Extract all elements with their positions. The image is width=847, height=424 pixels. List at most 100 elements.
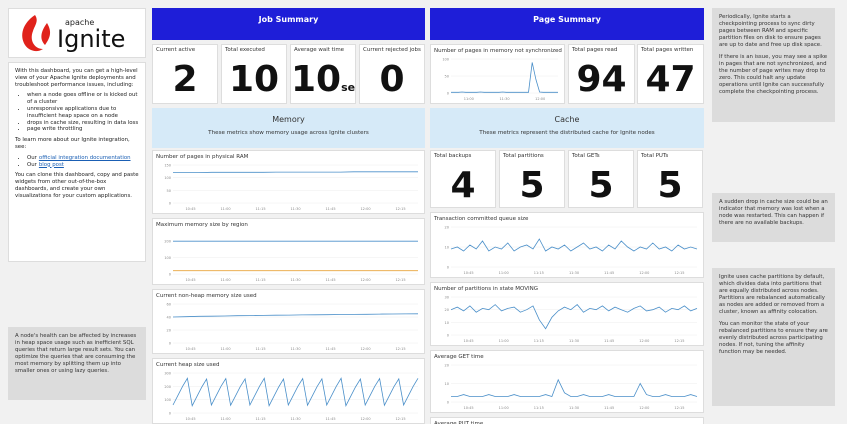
y-tick-label: 30	[445, 296, 449, 300]
y-tick-label: 0	[169, 273, 171, 277]
link[interactable]: official integration documentation	[38, 154, 131, 161]
section-subtitle: These metrics show memory usage across I…	[208, 130, 369, 136]
x-tick-label: 11:45	[325, 347, 335, 351]
intro-item: drops in cache size, resulting in data l…	[27, 120, 139, 127]
y-tick-label: 10	[445, 246, 449, 250]
note: Periodically, Ignite starts a checkpoint…	[712, 8, 835, 122]
note-text: A node's health can be affected by incre…	[15, 333, 137, 374]
chart-title: Number of partitions in state MOVING	[434, 286, 538, 292]
note: A sudden drop in cache size could be an …	[712, 193, 835, 242]
stat-number: 94	[576, 59, 627, 100]
stat-number: 5	[588, 165, 614, 206]
stat-value: 10sec	[291, 59, 355, 100]
x-tick-label: 11:45	[604, 271, 614, 275]
chart-widget: Average GET time 0 10 20 10:45 11:00 11:15 11:3…	[430, 350, 704, 413]
x-tick-label: 11:15	[255, 417, 265, 421]
logo-graphic: apache Ignite	[22, 15, 125, 53]
note-text: You can monitor the state of your rebala…	[719, 321, 828, 355]
stat-tile: Total executed 10	[221, 44, 287, 104]
y-tick-label: 300	[164, 372, 171, 376]
chart: Number of pages in memory not synchroniz…	[434, 48, 562, 101]
x-tick-label: 11:45	[325, 417, 335, 421]
x-tick-label: 10:45	[464, 406, 474, 410]
x-tick-label: 12:00	[360, 417, 370, 421]
link[interactable]: blog post	[38, 161, 64, 168]
y-tick-label: 0	[169, 202, 171, 206]
chart-widget: Current non-heap memory size used 0 20 40 60…	[152, 289, 425, 354]
x-tick-label: 11:00	[499, 406, 509, 410]
line-series	[172, 377, 419, 407]
stat-number: 5	[519, 165, 545, 206]
stat-value: 5	[500, 165, 564, 206]
line-series	[451, 62, 558, 93]
note-text: Periodically, Ignite starts a checkpoint…	[719, 14, 822, 48]
stat-value: 5	[638, 165, 702, 206]
y-tick-label: 100	[164, 176, 171, 180]
x-tick-label: 11:30	[290, 207, 300, 211]
chart-title: Number of pages in memory not synchroniz…	[434, 48, 562, 54]
x-tick-label: 12:00	[360, 207, 370, 211]
stat-number: 10	[228, 59, 280, 100]
stat-label: Current rejected jobs	[363, 47, 421, 53]
logo: apache Ignite	[8, 8, 146, 58]
x-tick-label: 12:00	[535, 97, 545, 101]
x-tick-label: 12:00	[360, 347, 370, 351]
stat-label: Total executed	[225, 47, 265, 53]
section-title: Memory	[272, 115, 305, 124]
stat-label: Total partitions	[503, 153, 544, 159]
line-series	[173, 171, 418, 174]
x-tick-label: 12:15	[395, 417, 405, 421]
note-text: Ignite uses cache partitions by default,…	[719, 274, 825, 315]
chart-title: Transaction committed queue size	[433, 216, 529, 222]
stat-tile: Current rejected jobs 0	[359, 44, 425, 104]
intro-item: when a node goes offline or is kicked ou…	[27, 92, 139, 106]
x-tick-label: 10:45	[185, 207, 195, 211]
x-tick-label: 11:30	[290, 417, 300, 421]
logo-prefix: apache	[65, 18, 94, 27]
x-tick-label: 11:15	[255, 347, 265, 351]
stat-label: Current active	[156, 47, 196, 53]
x-tick-label: 12:00	[639, 271, 649, 275]
x-tick-label: 11:30	[569, 339, 579, 343]
stat-tile: Total partitions 5	[499, 150, 565, 208]
x-tick-label: 11:30	[290, 347, 300, 351]
x-tick-label: 11:15	[255, 278, 265, 282]
y-tick-label: 60	[167, 303, 171, 307]
line-series	[451, 378, 698, 397]
y-tick-label: 0	[447, 334, 449, 338]
x-tick-label: 10:45	[464, 271, 474, 275]
section-header: Job Summary	[152, 8, 425, 40]
stat-label: Total backups	[434, 153, 472, 159]
x-tick-label: 11:45	[325, 207, 335, 211]
chart-widget: Number of pages in memory not synchroniz…	[430, 44, 565, 104]
chart-title: Maximum memory size by region	[156, 222, 248, 228]
section-banner: Cache These metrics represent the distrib…	[430, 108, 704, 148]
stat-label: Total pages read	[572, 47, 618, 53]
flame	[41, 23, 51, 45]
stat-number: 2	[172, 59, 198, 100]
chart: Average PUT time	[434, 421, 484, 424]
note-text: A sudden drop in cache size could be an …	[719, 199, 828, 226]
chart: Current non-heap memory size used 0 20 40 60…	[156, 293, 419, 351]
flame	[22, 15, 43, 52]
stat-label: Total GETs	[572, 153, 600, 159]
line-series	[450, 304, 698, 330]
chart-title: Number of pages in physical RAM	[156, 154, 249, 160]
section-subtitle: These metrics represent the distributed …	[479, 130, 655, 136]
y-tick-label: 100	[164, 398, 171, 402]
y-tick-label: 50	[445, 75, 449, 79]
section-header: Page Summary	[430, 8, 704, 40]
y-tick-label: 0	[169, 342, 171, 346]
chart: Number of pages in physical RAM 0 50 100 150…	[156, 154, 418, 211]
y-tick-label: 200	[164, 240, 171, 244]
y-tick-label: 20	[445, 364, 449, 368]
stat-label: Total PUTs	[641, 153, 669, 159]
x-tick-label: 12:00	[639, 339, 649, 343]
intro: With this dashboard, you can get a high-…	[8, 62, 146, 262]
chart-widget: Number of pages in physical RAM 0 50 100 150…	[152, 150, 425, 214]
stat-number: 4	[450, 165, 476, 206]
x-tick-label: 12:15	[395, 347, 405, 351]
note: A node's health can be affected by incre…	[8, 327, 146, 400]
stat-tile: Total pages read 94	[568, 44, 635, 104]
